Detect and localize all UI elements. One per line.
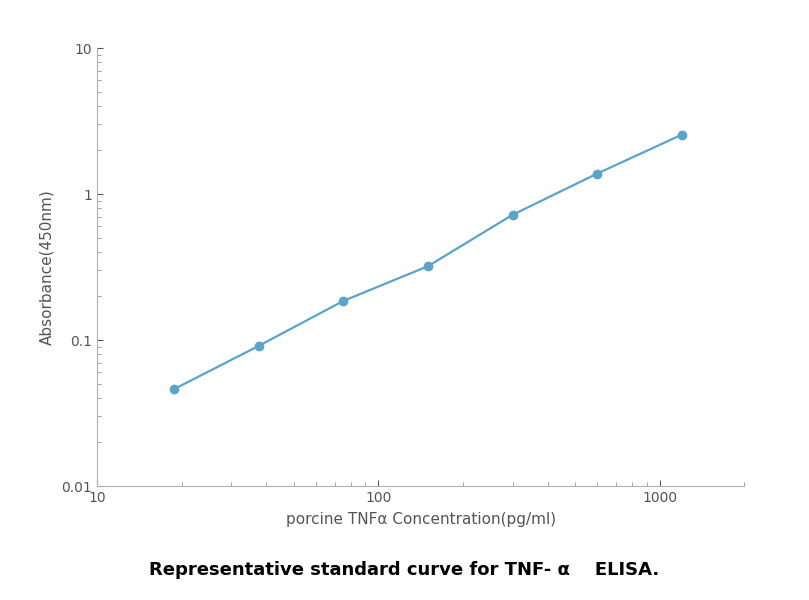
X-axis label: porcine TNFα Concentration(pg/ml): porcine TNFα Concentration(pg/ml) (286, 512, 556, 527)
Y-axis label: Absorbance(450nm): Absorbance(450nm) (40, 189, 54, 345)
Text: Representative standard curve for TNF- α    ELISA.: Representative standard curve for TNF- α… (150, 561, 659, 579)
